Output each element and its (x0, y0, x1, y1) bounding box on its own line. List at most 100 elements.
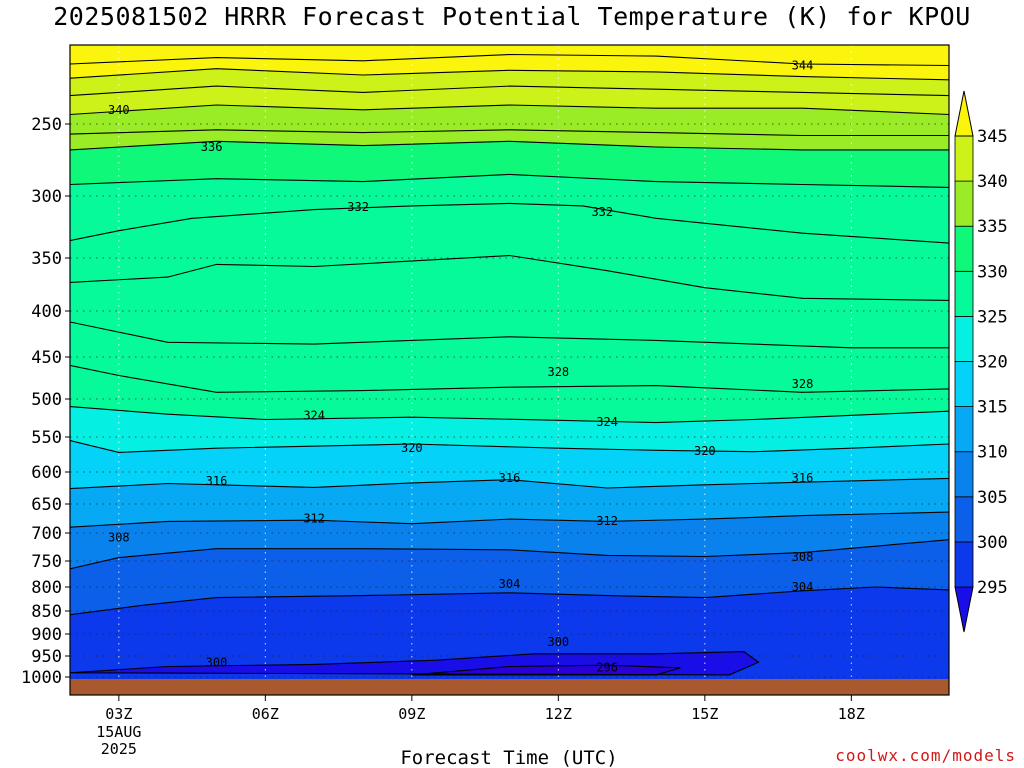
x-tick-label: 09Z (398, 705, 425, 723)
contour-label-text: 336 (201, 140, 223, 154)
contour-line (70, 511, 949, 528)
contour-label: 312 (596, 514, 618, 528)
contour-label-text: 296 (596, 660, 618, 674)
contour-label: 316 (206, 474, 228, 488)
contour-label: 324 (303, 409, 325, 423)
contour-line (70, 539, 949, 570)
x-tick-label: 12Z (545, 705, 572, 723)
y-axis: 250 300 350 400 450 500 550 600 650 700 750 800 850 9… (21, 115, 70, 688)
contour-label-text: 308 (792, 550, 814, 564)
y-tick-label: 800 (31, 578, 62, 598)
contour-line (70, 85, 949, 97)
colorbar-label: 340 (977, 172, 1008, 192)
colorbar-swatch (954, 406, 974, 453)
contour-label: 320 (401, 441, 423, 455)
y-tick-label: 600 (31, 463, 62, 483)
colorbar-label: 320 (977, 353, 1008, 373)
y-tick-label: 950 (31, 647, 62, 667)
contour-line (70, 364, 949, 393)
y-tick-label: 450 (31, 348, 62, 368)
contour-labels: 344 340 336 332 332 328 328 324 324 320 320 316 316 3… (108, 59, 813, 675)
credit-text: coolwx.com/models (835, 746, 1016, 765)
contour-label: 304 (792, 580, 814, 594)
contour-label-text: 340 (108, 103, 130, 117)
contour-label: 332 (347, 200, 369, 214)
colorbar-swatch (954, 90, 974, 137)
contour-label: 316 (499, 471, 521, 485)
contour-label-text: 344 (792, 59, 814, 73)
contour-label-text: 328 (547, 365, 569, 379)
contour-label-text: 308 (108, 530, 130, 544)
y-tick-label: 250 (31, 115, 62, 135)
colorbar-swatch (954, 541, 974, 588)
contour-line (70, 129, 949, 137)
ground-strip (70, 679, 949, 695)
contour-line (70, 477, 949, 490)
contour-label: 300 (547, 635, 569, 649)
contour-label: 328 (547, 365, 569, 379)
y-tick-label: 650 (31, 495, 62, 515)
y-tick-label: 900 (31, 625, 62, 645)
contour-label-text: 328 (792, 377, 814, 391)
contour-line (70, 406, 949, 424)
colorbar-label: 300 (977, 533, 1008, 553)
contour-label-text: 320 (401, 441, 423, 455)
y-tick-label: 500 (31, 390, 62, 410)
colorbar-label: 315 (977, 398, 1008, 418)
contour-label: 344 (792, 59, 814, 73)
contour-label-text: 324 (596, 415, 618, 429)
band-fill (70, 45, 949, 80)
contour-label: 332 (591, 205, 613, 219)
contour-line (70, 254, 949, 301)
x-tick-label: 06Z (252, 705, 279, 723)
contour-lines (70, 53, 949, 676)
contour-label-text: 300 (206, 655, 228, 669)
contour-label: 340 (108, 103, 130, 117)
contour-label: 308 (792, 550, 814, 564)
contour-label-text: 316 (206, 474, 228, 488)
contour-label-text: 332 (591, 205, 613, 219)
contour-label: 312 (303, 512, 325, 526)
color-bands (70, 45, 949, 679)
colorbar: 295 300 305 310 315 320 325 330 335 340 345 (954, 90, 1008, 633)
colorbar-swatch (954, 315, 974, 362)
contour-line (70, 68, 949, 81)
chart-title: 2025081502 HRRR Forecast Potential Tempe… (53, 2, 971, 31)
contour-label-text: 316 (499, 471, 521, 485)
contour-label-text: 300 (547, 635, 569, 649)
contour-label: 336 (201, 140, 223, 154)
colorbar-swatch (954, 270, 974, 317)
contour-line (70, 104, 949, 116)
colorbar-swatch (954, 451, 974, 498)
colorbar-swatch (954, 180, 974, 227)
contour-label: 316 (792, 471, 814, 485)
contour-line (70, 173, 949, 188)
colorbar-label: 325 (977, 307, 1008, 327)
contour-line (70, 321, 949, 349)
contour-line (70, 439, 949, 453)
x-tick-label: 15Z (691, 705, 718, 723)
contour-label-text: 324 (303, 409, 325, 423)
contour-label: 320 (694, 444, 716, 458)
contour-label: 300 (206, 655, 228, 669)
x-axis-title: Forecast Time (UTC) (400, 747, 617, 768)
colorbar-swatch (954, 225, 974, 272)
contour-line (70, 586, 949, 616)
y-tick-label: 350 (31, 249, 62, 269)
y-tick-label: 700 (31, 524, 62, 544)
x-date-label: 2025 (101, 740, 137, 758)
colorbar-label: 295 (977, 578, 1008, 598)
x-date-label: 15AUG (96, 723, 141, 741)
y-tick-label: 1000 (21, 668, 62, 688)
colorbar-swatch (954, 586, 974, 633)
x-tick-label: 18Z (838, 705, 865, 723)
contour-label-text: 332 (347, 200, 369, 214)
contour-line (70, 140, 949, 151)
colorbar-swatch (954, 135, 974, 182)
colorbar-label: 305 (977, 488, 1008, 508)
plot-frame (69, 44, 950, 696)
colorbar-swatch (954, 361, 974, 407)
contour-label: 328 (792, 377, 814, 391)
contour-label-text: 304 (499, 577, 521, 591)
